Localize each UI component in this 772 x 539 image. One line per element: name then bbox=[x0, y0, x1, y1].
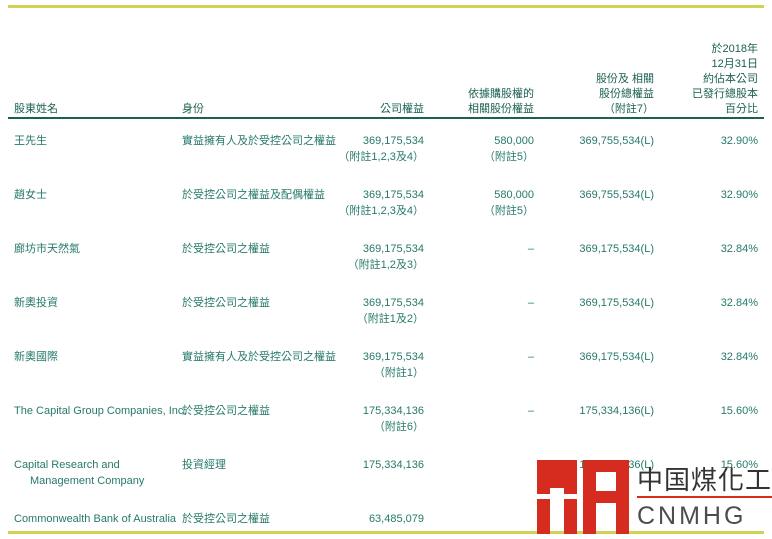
cell-option-note: （附註5） bbox=[483, 205, 534, 217]
cell-percentage bbox=[660, 500, 764, 538]
cell-total-interest: 369,755,534(L) bbox=[579, 135, 654, 147]
cell-corporate-interest: 369,175,534 （附註1,2,3及4） bbox=[324, 176, 430, 230]
cell-share-option-interest: – bbox=[527, 405, 534, 417]
table-row: 廊坊市天然氣 於受控公司之權益 369,175,534 （附註1,2及3） – … bbox=[8, 230, 764, 284]
cell-share-option-interest bbox=[430, 500, 540, 538]
cell-total-interest: 369,175,534(L) bbox=[579, 297, 654, 309]
cell-shareholder-name: 新奧國際 bbox=[14, 351, 58, 363]
cell-share-option-interest bbox=[430, 446, 540, 500]
cell-corporate-interest: 369,175,534 （附註1,2及3） bbox=[324, 230, 430, 284]
table-header-row: 股東姓名 身份 公司權益 依據購股權的 相關股份權益 股份及 相關 股份總權益 … bbox=[8, 14, 764, 123]
cell-shareholder-name: 廊坊市天然氣 bbox=[14, 243, 80, 255]
cell-percentage: 32.84% bbox=[720, 351, 758, 363]
cell-share-option-interest: 580,000 （附註5） bbox=[430, 123, 540, 176]
cell-total-interest: 369,175,534(L) bbox=[579, 243, 654, 255]
cell-shareholder-name: Capital Research and Management Company bbox=[8, 446, 176, 500]
table-header: 股東姓名 身份 公司權益 依據購股權的 相關股份權益 股份及 相關 股份總權益 … bbox=[8, 14, 764, 123]
column-header-shareholder: 股東姓名 bbox=[14, 103, 58, 115]
cell-percentage: 32.90% bbox=[720, 135, 758, 147]
top-accent-rule bbox=[8, 5, 764, 8]
cell-corporate-interest: 369,175,534 （附註1及2） bbox=[324, 284, 430, 338]
cell-corporate-note: （附註1及2） bbox=[356, 313, 424, 325]
table-row: 趙女士 於受控公司之權益及配偶權益 369,175,534 （附註1,2,3及4… bbox=[8, 176, 764, 230]
column-header-total-interest: 股份及 相關 股份總權益 （附註7） bbox=[540, 14, 660, 123]
header-separator-rule bbox=[8, 117, 764, 119]
cell-capacity: 於受控公司之權益及配偶權益 bbox=[182, 189, 325, 201]
table-row: 新奧投資 於受控公司之權益 369,175,534 （附註1及2） – 369,… bbox=[8, 284, 764, 338]
cell-percentage: 15.60% bbox=[720, 459, 758, 471]
cell-capacity: 投資經理 bbox=[182, 459, 226, 471]
table-row: Commonwealth Bank of Australia 於受控公司之權益 … bbox=[8, 500, 764, 538]
cell-corporate-interest: 369,175,534 （附註1,2,3及4） bbox=[324, 123, 430, 176]
cell-corporate-note: （附註1,2,3及4） bbox=[338, 151, 424, 163]
cell-total-interest: 369,755,534(L) bbox=[579, 189, 654, 201]
cell-total-interest: 175,334,136(L) bbox=[579, 459, 654, 471]
cell-capacity: 實益擁有人及於受控公司之權益 bbox=[182, 135, 336, 147]
column-header-share-option-interest: 依據購股權的 相關股份權益 bbox=[468, 88, 534, 115]
cell-shareholder-name: 趙女士 bbox=[14, 189, 47, 201]
cell-corporate-interest: 369,175,534 （附註1） bbox=[324, 338, 430, 392]
column-header-corporate-interest: 公司權益 bbox=[380, 103, 424, 115]
cell-percentage: 15.60% bbox=[720, 405, 758, 417]
cell-total-interest: 369,175,534(L) bbox=[579, 351, 654, 363]
cell-percentage: 32.84% bbox=[720, 297, 758, 309]
table-row: The Capital Group Companies, Inc. 於受控公司之… bbox=[8, 392, 764, 446]
cell-capacity: 於受控公司之權益 bbox=[182, 405, 270, 417]
cell-shareholder-name: 新奧投資 bbox=[14, 297, 58, 309]
cell-corporate-interest: 175,334,136 bbox=[362, 459, 424, 471]
column-header-capacity: 身份 bbox=[182, 103, 204, 115]
cell-capacity: 於受控公司之權益 bbox=[182, 297, 270, 309]
cell-share-option-interest: 580,000 （附註5） bbox=[430, 176, 540, 230]
bottom-accent-rule bbox=[8, 531, 764, 534]
cell-corporate-interest: 175,334,136 （附註6） bbox=[324, 392, 430, 446]
column-header-total-interest-note: （附註7） bbox=[603, 103, 654, 115]
cell-total-interest bbox=[540, 500, 660, 538]
table-row: 新奧國際 實益擁有人及於受控公司之權益 369,175,534 （附註1） – … bbox=[8, 338, 764, 392]
cell-corporate-note: （附註1,2,3及4） bbox=[338, 205, 424, 217]
table-row: 王先生 實益擁有人及於受控公司之權益 369,175,534 （附註1,2,3及… bbox=[8, 123, 764, 176]
cell-corporate-interest: 63,485,079 bbox=[368, 513, 424, 525]
cell-share-option-interest: – bbox=[527, 351, 534, 363]
cell-percentage: 32.84% bbox=[720, 243, 758, 255]
cell-option-note: （附註5） bbox=[483, 151, 534, 163]
shareholder-interests-table: 股東姓名 身份 公司權益 依據購股權的 相關股份權益 股份及 相關 股份總權益 … bbox=[8, 14, 764, 538]
column-header-percentage: 於2018年 12月31日 約佔本公司 已發行總股本 百分比 bbox=[692, 43, 758, 115]
cell-corporate-note: （附註1,2及3） bbox=[347, 259, 424, 271]
cell-corporate-note: （附註1） bbox=[373, 367, 424, 379]
cell-capacity: 實益擁有人及於受控公司之權益 bbox=[182, 351, 336, 363]
cell-share-option-interest: – bbox=[527, 297, 534, 309]
cell-percentage: 32.90% bbox=[720, 189, 758, 201]
cell-capacity: 於受控公司之權益 bbox=[182, 513, 270, 525]
cell-shareholder-name: Commonwealth Bank of Australia bbox=[14, 513, 177, 525]
cell-shareholder-name: The Capital Group Companies, Inc. bbox=[14, 405, 187, 417]
table-body: 王先生 實益擁有人及於受控公司之權益 369,175,534 （附註1,2,3及… bbox=[8, 123, 764, 538]
cell-corporate-note: （附註6） bbox=[373, 421, 424, 433]
cell-share-option-interest: – bbox=[527, 243, 534, 255]
cell-shareholder-name: 王先生 bbox=[14, 135, 47, 147]
cell-shareholder-name-line2: Management Company bbox=[30, 475, 145, 487]
cell-capacity: 於受控公司之權益 bbox=[182, 243, 270, 255]
table-row: Capital Research and Management Company … bbox=[8, 446, 764, 500]
cell-total-interest: 175,334,136(L) bbox=[579, 405, 654, 417]
